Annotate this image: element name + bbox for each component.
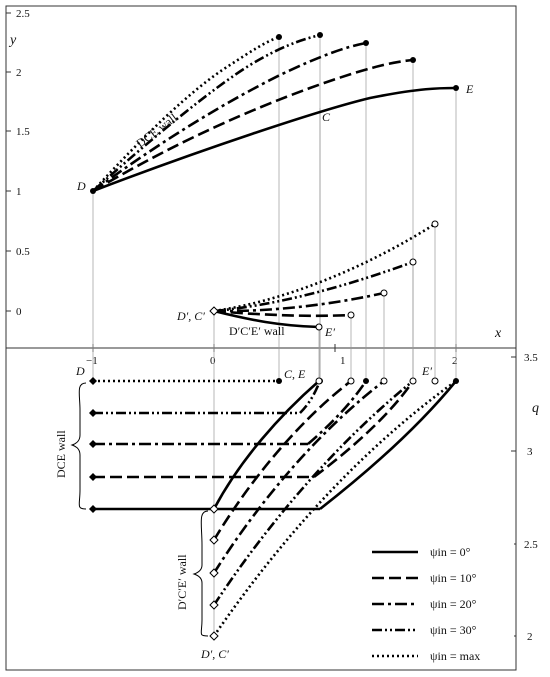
- q-dce-psi-0-rise: [319, 380, 458, 511]
- q-Dp-marker-10: [209, 535, 219, 545]
- label-DpCp-upper: D′, C′: [176, 309, 205, 323]
- dce-curve-psi-30: [92, 33, 321, 192]
- label-dce-wall-lower: DCE wall: [54, 430, 68, 478]
- q-Dp-marker-20: [209, 568, 219, 578]
- label-dpcpep-wall-lower: D′C′E′ wall: [175, 554, 189, 610]
- dpcpep-curve-psi-20: [213, 291, 385, 313]
- endpoint-Ep-psi-20: [380, 289, 388, 297]
- legend-label-psi-20: ψin = 20°: [430, 597, 477, 611]
- endpoint-psi-20: [363, 40, 369, 46]
- q-Ep-marker-0: [315, 377, 323, 385]
- label-E-upper: E: [465, 82, 474, 96]
- endpoint-Ep-psi-30: [409, 258, 417, 266]
- q-tick-3-5: 3.5: [524, 352, 538, 364]
- q-D-marker-10: [89, 473, 97, 481]
- lower-frame: [5, 347, 517, 671]
- q-Dp-marker-0: [209, 504, 219, 514]
- legend-label-psi-30: ψin = 30°: [430, 623, 477, 637]
- dpcpep-curve-psi-max: [213, 222, 436, 313]
- x-tick-0: 0: [210, 355, 216, 367]
- legend-label-psi-max: ψin = max: [430, 649, 480, 663]
- endpoint-psi-10: [410, 57, 416, 63]
- x-tick-neg1: −1: [86, 355, 98, 367]
- legend-label-psi-0: ψin = 0°: [430, 545, 471, 559]
- label-CE-lower: C, E: [284, 367, 306, 381]
- y-tick-2-5: 2.5: [16, 8, 30, 20]
- point-D: [90, 188, 96, 194]
- label-Ep-upper: E′: [324, 325, 335, 339]
- q-dpcpep-psi-10: [212, 379, 352, 541]
- label-D-lower: D: [75, 364, 85, 378]
- dpcpep-curve-psi-0: [213, 309, 320, 329]
- label-DpCp-lower: D′, C′: [200, 647, 229, 661]
- y-axis-label: y: [8, 33, 17, 48]
- label-dpcpep-wall-upper: D′C′E′ wall: [229, 324, 285, 338]
- endpoint-Ep-psi-10: [347, 311, 355, 319]
- x-tick-2: 2: [452, 355, 458, 367]
- label-dce-wall-upper: DCE wall: [133, 110, 180, 150]
- q-Ep-marker-max: [431, 377, 439, 385]
- label-Ep-lower: E′: [421, 364, 432, 378]
- label-C-upper: C: [322, 110, 331, 124]
- label-D-upper: D: [76, 179, 86, 193]
- y-tick-1: 1: [16, 186, 22, 198]
- dce-curve-psi-10: [92, 58, 414, 193]
- legend-label-psi-10: ψin = 10°: [430, 571, 477, 585]
- q-axis-label: q: [532, 401, 539, 416]
- endpoint-Ep-psi-0: [315, 323, 323, 331]
- endpoint-psi-max: [276, 34, 282, 40]
- q-dpcpep-psi-20: [212, 379, 385, 574]
- q-CE-marker-max: [276, 378, 282, 384]
- q-D-marker-30: [89, 409, 97, 417]
- q-E-marker-20: [363, 378, 369, 384]
- y-tick-2: 2: [16, 67, 22, 79]
- q-dpcpep-psi-max: [212, 379, 457, 637]
- q-Ep-marker-30: [409, 377, 417, 385]
- q-tick-2-5: 2.5: [524, 539, 538, 551]
- upper-y-ticks: [6, 12, 11, 312]
- q-D-marker-max: [89, 377, 97, 385]
- q-dce-psi-20-rise: [307, 380, 368, 445]
- q-E-marker-0: [453, 378, 459, 384]
- q-Ep-marker-20: [380, 377, 388, 385]
- y-tick-0-5: 0.5: [16, 246, 30, 258]
- y-tick-1-5: 1.5: [16, 126, 30, 138]
- dce-curve-psi-20: [92, 41, 367, 193]
- q-dpcpep-psi-0: [212, 380, 320, 510]
- dpcpep-curve-psi-10: [213, 309, 352, 318]
- dpcpep-wall-brace: [192, 510, 209, 637]
- dce-wall-brace: [70, 382, 87, 510]
- q-Ep-marker-10: [347, 377, 355, 385]
- q-Dp-marker-30: [209, 600, 219, 610]
- endpoint-E-psi-0: [453, 85, 459, 91]
- endpoint-psi-30: [317, 32, 323, 38]
- legend: ψin = 0° ψin = 10° ψin = 20° ψin = 30° ψ…: [366, 530, 514, 668]
- q-dce-psi-10-rise: [313, 380, 415, 479]
- dce-curve-psi-0: [92, 86, 457, 193]
- q-tick-3: 3: [527, 446, 533, 458]
- y-tick-0: 0: [16, 306, 22, 318]
- endpoint-Ep-psi-max: [431, 220, 439, 228]
- x-tick-1: 1: [340, 355, 346, 367]
- q-D-marker-20: [89, 440, 97, 448]
- x-axis-label: x: [494, 326, 502, 341]
- q-D-marker-0: [89, 505, 97, 513]
- q-tick-2: 2: [527, 631, 533, 643]
- q-dce-psi-30-rise: [299, 380, 322, 414]
- q-Dp-marker-max: [209, 631, 219, 641]
- dpcpep-curve-psi-30: [213, 260, 414, 313]
- point-DpCp-upper: [209, 306, 219, 316]
